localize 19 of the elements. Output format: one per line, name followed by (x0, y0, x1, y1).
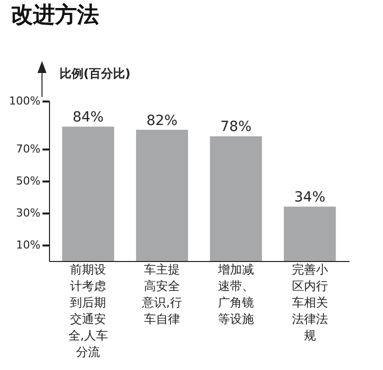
data-label: 78% (220, 119, 252, 136)
y-tick-label: 10% (16, 238, 40, 252)
y-tick-label: 30% (16, 206, 40, 220)
bar (136, 130, 188, 261)
y-tick-label: 50% (16, 174, 40, 188)
x-tick-label: 增加减速带、广角镜等设施 (216, 262, 254, 326)
data-label: 34% (294, 190, 326, 206)
y-axis-title: 比例(百分比) (60, 66, 130, 80)
x-tick-label: 车主提高安全意识,行车自律 (141, 262, 182, 326)
y-tick-label: 70% (16, 142, 40, 156)
y-tick-label: 100% (9, 94, 40, 108)
bar (210, 136, 262, 261)
x-tick-label: 完善小区内行车相关法律法规 (292, 262, 328, 342)
chart-title: 改进方法 (11, 2, 99, 28)
bar (284, 206, 336, 261)
x-tick-label: 前期设计考虑到后期交通安全,人车分流 (68, 262, 108, 359)
data-label: 84% (72, 110, 104, 126)
bar (62, 126, 114, 261)
data-label: 82% (146, 112, 178, 129)
